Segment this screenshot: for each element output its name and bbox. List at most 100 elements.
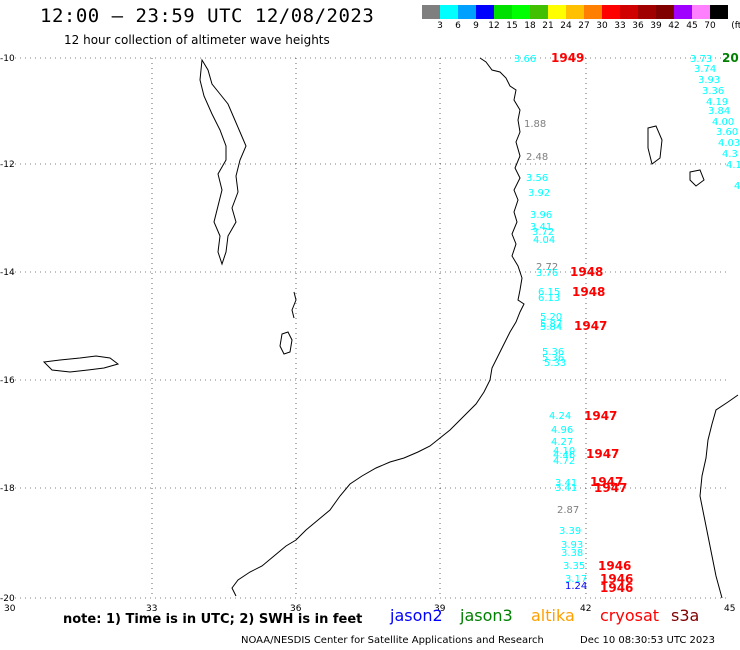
wave-height-label: 3.73	[690, 54, 712, 65]
wave-height-label: 4.96	[551, 425, 573, 436]
wave-height-label: 3.35	[563, 561, 585, 572]
color-scale-label: 70	[704, 21, 716, 31]
comoros-island-2	[689, 169, 705, 187]
wave-height-label: 2.72	[536, 262, 558, 273]
map-subtitle: 12 hour collection of altimeter wave hei…	[64, 33, 330, 47]
altimeter-observations: 3.66 1949 3.73 203.743.933.364.193.844.003.…	[514, 51, 740, 595]
wave-height-label: 3.93	[698, 75, 720, 86]
wave-height-label: 5.87	[540, 319, 562, 330]
color-scale-label: 27	[578, 21, 590, 31]
pass-time-label: 1947	[574, 319, 607, 333]
wave-height-label: 1.24	[565, 581, 587, 592]
color-scale-label: 15	[506, 21, 518, 31]
pass-time-label: 1947	[590, 475, 623, 489]
color-scale-label: 33	[614, 21, 626, 31]
wave-height-label: 6.13	[538, 293, 560, 304]
wave-height-label: 5.20	[540, 312, 562, 323]
color-swatch	[710, 5, 728, 19]
pass-time-label: 1948	[570, 265, 603, 279]
latitude-labels: -10 -12 -14 -16 -18 -20	[0, 54, 15, 604]
wave-height-label: 2.48	[526, 152, 548, 163]
color-scale-label: 24	[560, 21, 572, 31]
wave-height-label: 3.72	[532, 227, 554, 238]
color-scale-label: 45	[686, 21, 698, 31]
color-swatch	[620, 5, 638, 19]
color-swatch	[602, 5, 620, 19]
color-scale-label: 9	[473, 21, 479, 31]
wave-height-label: 4.10	[553, 446, 575, 457]
pass-time-label: 1947	[584, 409, 617, 423]
color-swatch	[674, 5, 692, 19]
color-scale-label: 39	[650, 21, 662, 31]
wave-height-label: 3.17	[565, 574, 587, 585]
satellite-legend-altika: altika	[531, 606, 575, 625]
longitude-label: 39	[434, 604, 446, 614]
pass-time-label: 20	[722, 51, 739, 65]
wave-height-label: 3.36	[702, 86, 724, 97]
color-scale-label: 6	[455, 21, 461, 31]
pass-time-label: 1946	[600, 581, 633, 595]
color-swatch	[548, 5, 566, 19]
comoros-island	[647, 125, 663, 165]
map-title: 12:00 – 23:59 UTC 12/08/2023	[40, 5, 375, 27]
wave-height-label: 5.36	[542, 347, 564, 358]
color-scale-label: 3	[437, 21, 443, 31]
satellite-legend-jason2: jason2	[390, 606, 443, 625]
longitude-label: 42	[580, 604, 591, 614]
latitude-label: -20	[0, 594, 15, 604]
wave-height-label: 3.96	[530, 210, 552, 221]
color-scale-label: 18	[524, 21, 536, 31]
latitude-label: -14	[0, 268, 15, 278]
pass-time-label: 1946	[598, 559, 631, 573]
madagascar-coastline	[699, 394, 739, 599]
wave-height-label: 6.15	[538, 287, 560, 298]
color-scale-label: 30	[596, 21, 608, 31]
color-scale-label: 12	[488, 21, 500, 31]
wave-height-label: 3.92	[528, 188, 550, 199]
color-swatch	[566, 5, 584, 19]
pass-time-label: 1949	[551, 51, 584, 65]
wave-height-label: 4.3	[722, 149, 738, 160]
latitude-label: -16	[0, 376, 15, 386]
color-swatch	[584, 5, 602, 19]
wave-height-label: 3.41	[530, 222, 552, 233]
color-swatch	[494, 5, 512, 19]
footer-note: note: 1) Time is in UTC; 2) SWH is in fe…	[63, 612, 363, 627]
latitude-label: -10	[0, 54, 15, 64]
wave-height-label: 5.36	[542, 353, 564, 364]
wave-height-label: 3.84	[708, 106, 730, 117]
lake-mweru-shape	[42, 355, 120, 373]
wave-height-label: 3.41	[555, 478, 577, 489]
wave-height-label: 1.88	[524, 119, 546, 130]
longitude-labels: 30 33 36 39 42 45	[4, 604, 735, 614]
river-segment	[291, 291, 297, 319]
color-swatch	[422, 5, 440, 19]
lake-chilwa-shape	[279, 331, 293, 355]
color-scale-label: 42	[668, 21, 680, 31]
wave-height-label: 4.1	[726, 160, 740, 171]
longitude-label: 33	[146, 604, 157, 614]
wave-height-label: 4.24	[549, 411, 571, 422]
credit-text: NOAA/NESDIS Center for Satellite Applica…	[241, 635, 544, 646]
wave-height-label: 5.84	[540, 322, 562, 333]
color-swatch	[458, 5, 476, 19]
wave-height-label: 4.19	[706, 97, 728, 108]
color-scale-unit: (ft)	[731, 21, 740, 31]
timestamp-text: Dec 10 08:30:53 UTC 2023	[580, 635, 715, 646]
lake-malawi	[199, 58, 247, 266]
wave-height-label: 3.60	[716, 127, 738, 138]
color-swatch	[692, 5, 710, 19]
mozambique-coastline	[231, 57, 525, 597]
wave-height-label: 4.00	[712, 117, 734, 128]
latitude-label: -12	[0, 160, 15, 170]
coastline	[42, 57, 739, 599]
latitude-label: -18	[0, 484, 15, 494]
longitude-label: 30	[4, 604, 16, 614]
satellite-legend-cryosat: cryosat	[600, 606, 660, 625]
pass-time-label: 1946	[600, 572, 633, 586]
satellite-legend-s3a: s3a	[671, 606, 700, 625]
satellite-legend-jason3: jason3	[460, 606, 513, 625]
longitude-label: 45	[724, 604, 735, 614]
